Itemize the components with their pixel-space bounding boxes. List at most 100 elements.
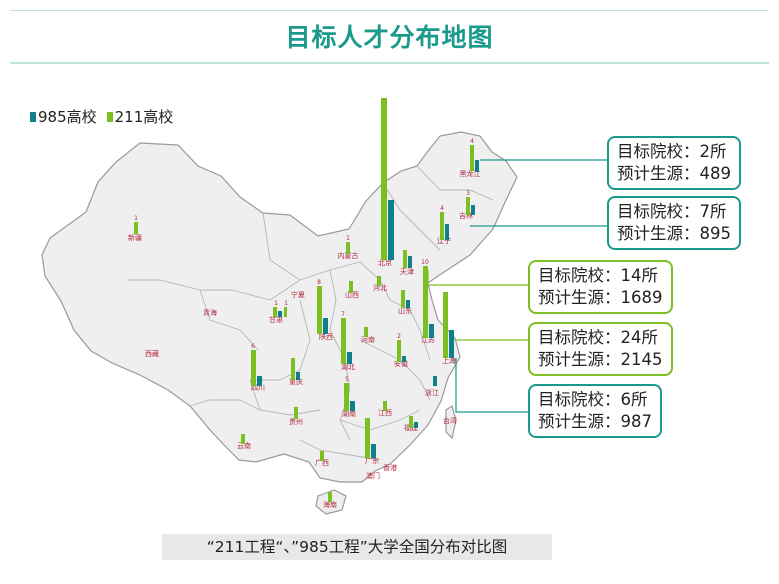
region-label-jiangxi: 江西 — [378, 409, 392, 417]
china-outline — [41, 131, 518, 483]
region-label-shanghai: 上海 — [442, 356, 456, 365]
bar-985-jilin — [471, 205, 475, 215]
legend-swatch-211 — [106, 111, 113, 122]
callout-4-school-row: 目标院校：24所 — [538, 327, 663, 349]
bar-211-hebei — [377, 276, 381, 286]
legend-item-985: 985高校 — [30, 106, 97, 127]
bar-211-neimenggu — [346, 242, 350, 254]
taiwan-island — [445, 405, 457, 440]
map-caption: “211工程“、”985工程”大学全国分布对比图 — [162, 534, 552, 560]
region-labels: 新疆 西藏 青海 甘肃 宁夏 内蒙古 黑龙江 吉林 辽宁 北京 天津 河北 山西… — [128, 169, 481, 509]
region-label-shanxi: 山西 — [345, 290, 359, 299]
bar-211-liaoning — [440, 212, 444, 240]
callout-2-source-row: 预计生源：895 — [617, 223, 731, 245]
callout-4-school-value: 24所 — [620, 328, 659, 347]
bar-211-anhui — [397, 340, 401, 362]
callout-5-school-label: 目标院校： — [538, 390, 621, 409]
bar-211-xinjiang — [134, 222, 138, 234]
region-label-jilin: 吉林 — [459, 211, 473, 220]
region-label-hubei: 湖北 — [341, 362, 355, 371]
bar-211-ningxia — [284, 307, 287, 317]
connector-5 — [455, 358, 528, 413]
bar-211-gansu — [273, 307, 277, 317]
callout-5-school-value: 6所 — [620, 390, 648, 409]
region-label-xizang: 西藏 — [145, 349, 159, 358]
callout-4-source-value: 2145 — [620, 350, 663, 369]
region-label-zhejiang: 浙江 — [425, 388, 439, 397]
title-divider — [10, 62, 769, 64]
region-label-hunan: 湖南 — [342, 409, 356, 418]
legend-label-985: 985高校 — [38, 108, 97, 126]
region-label-gansu: 甘肃 — [269, 315, 283, 324]
callout-3-school-label: 目标院校： — [538, 266, 621, 285]
bar-211-jiangxi — [383, 401, 387, 411]
legend-swatch-985 — [30, 111, 36, 122]
callout-2-source-label: 预计生源： — [617, 224, 700, 243]
region-label-hainan: 海南 — [323, 500, 337, 509]
callout-2-school-row: 目标院校：7所 — [617, 201, 731, 223]
bar-count-ningxia: 1 — [284, 300, 288, 307]
region-label-ningxia: 宁夏 — [291, 290, 305, 299]
bar-985-fujian — [414, 422, 418, 428]
bar-211-shandong — [401, 290, 405, 308]
bar-211-chongqing — [291, 358, 295, 380]
bar-985-chongqing — [296, 372, 300, 380]
bar-count-anhui: 2 — [397, 333, 401, 340]
bar-211-sichuan — [251, 350, 256, 386]
callout-1-school-row: 目标院校：2所 — [617, 141, 731, 163]
bar-985-anhui — [402, 356, 406, 362]
region-label-henan: 河南 — [361, 335, 375, 344]
callout-3-source-label: 预计生源： — [538, 288, 621, 307]
bar-985-hunan — [350, 401, 355, 411]
bar-985-zhejiang — [433, 376, 437, 386]
bar-count-xinjiang: 1 — [134, 215, 138, 222]
bar-985-beijing — [388, 200, 394, 260]
bar-985-tianjin — [408, 256, 412, 268]
region-label-chongqing: 重庆 — [289, 377, 303, 386]
bar-211-fujian — [409, 416, 413, 428]
callout-box-4: 目标院校：24所 预计生源：2145 — [528, 322, 673, 376]
callout-4-school-label: 目标院校： — [538, 328, 621, 347]
connector-3 — [427, 270, 528, 286]
bar-count-hunan: 5 — [345, 376, 349, 383]
region-label-guangdong: 广东 — [365, 456, 379, 465]
bar-211-beijing — [381, 98, 387, 260]
region-label-taiwan: 台湾 — [443, 416, 457, 425]
bar-count-shaanxi: 8 — [317, 279, 321, 286]
region-label-neimenggu: 内蒙古 — [338, 251, 359, 260]
bars-985 — [257, 160, 479, 458]
callout-box-3: 目标院校：14所 预计生源：1689 — [528, 260, 673, 314]
bar-count-hubei: 7 — [341, 311, 345, 318]
bar-211-tianjin — [403, 250, 407, 268]
region-label-guizhou: 贵州 — [289, 417, 303, 426]
region-label-guangxi: 广西 — [315, 458, 329, 467]
bar-count-liaoning: 4 — [440, 205, 444, 212]
region-label-hebei: 河北 — [373, 284, 387, 292]
callout-4-source-row: 预计生源：2145 — [538, 349, 663, 371]
legend-label-211: 211高校 — [114, 108, 174, 126]
region-label-tianjin: 天津 — [400, 268, 414, 276]
callout-2-source-value: 895 — [699, 224, 732, 243]
callout-box-2: 目标院校：7所 预计生源：895 — [607, 196, 741, 250]
region-label-liaoning: 辽宁 — [437, 236, 451, 245]
region-label-beijing: 北京 — [378, 258, 392, 267]
bar-count-jiangsu: 10 — [421, 259, 429, 266]
bar-211-yunnan — [241, 434, 245, 444]
bar-count-neimenggu: 1 — [346, 235, 350, 242]
bar-211-guangdong — [365, 418, 370, 458]
callout-1-school-label: 目标院校： — [617, 142, 700, 161]
region-label-xinjiang: 新疆 — [128, 233, 142, 242]
region-label-heilongjiang: 黑龙江 — [460, 169, 481, 178]
bar-985-guangdong — [371, 444, 376, 458]
region-label-jiangsu: 江苏 — [421, 335, 435, 344]
bar-211-hubei — [341, 318, 346, 364]
callout-4-source-label: 预计生源： — [538, 350, 621, 369]
region-label-qinghai: 青海 — [203, 308, 217, 317]
callout-1-source-value: 489 — [699, 164, 732, 183]
bars-211 — [134, 98, 474, 502]
callout-1-source-label: 预计生源： — [617, 164, 700, 183]
callout-3-source-value: 1689 — [620, 288, 663, 307]
callout-5-source-value: 987 — [620, 412, 653, 431]
bar-211-jilin — [466, 197, 470, 215]
